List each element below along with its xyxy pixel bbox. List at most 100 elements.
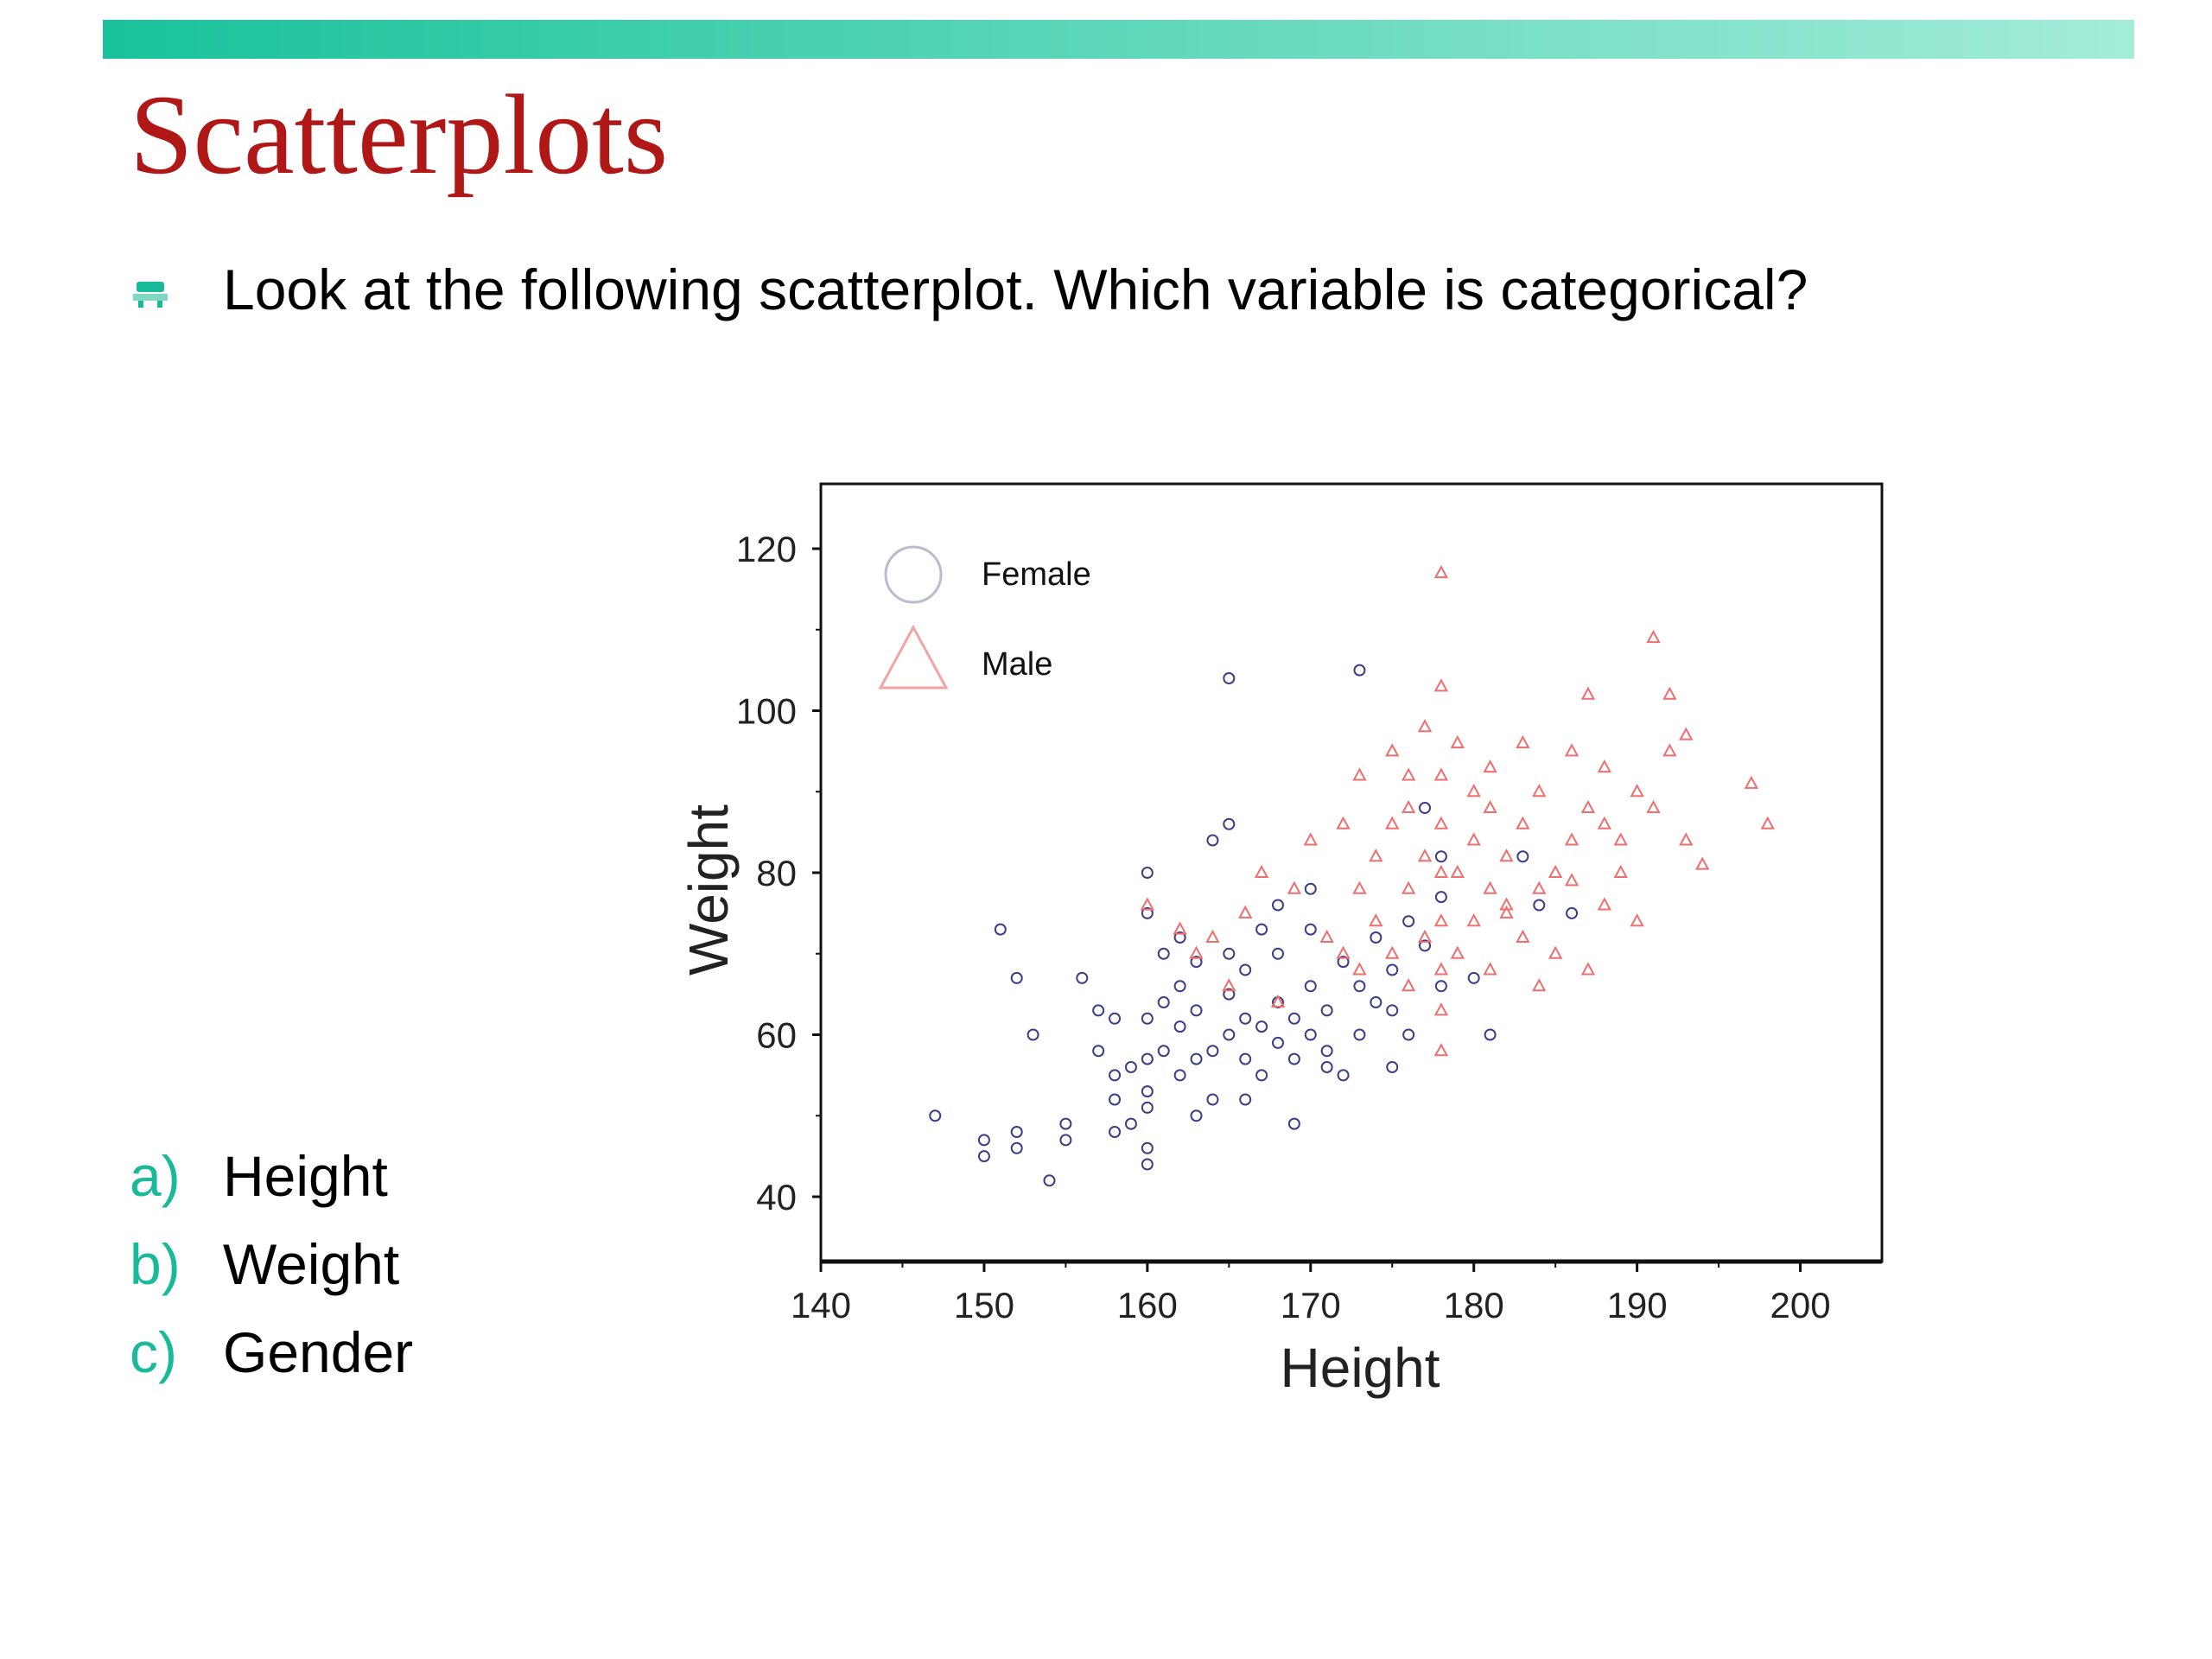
male-point (1646, 630, 1661, 644)
male-point (1630, 784, 1644, 798)
male-point (1744, 775, 1759, 789)
female-point (1076, 971, 1089, 984)
female-point (1239, 1052, 1252, 1065)
female-point (1223, 1028, 1236, 1041)
male-point (1352, 767, 1367, 781)
y-axis-title: Weight (677, 804, 740, 976)
male-point (1417, 719, 1433, 733)
option-a-letter: a) (130, 1144, 181, 1208)
female-point (1419, 939, 1432, 952)
male-point (1548, 864, 1563, 878)
female-point (1157, 1045, 1170, 1058)
female-point (1092, 1004, 1105, 1017)
male-point (1287, 880, 1302, 894)
top-accent-bar (103, 20, 2134, 59)
x-tick-label: 140 (791, 1285, 851, 1325)
female-point (1484, 1028, 1497, 1041)
female-point (1059, 1134, 1072, 1147)
female-point (1353, 664, 1366, 677)
female-point (1255, 923, 1268, 936)
option-a: a) Height (130, 1132, 648, 1220)
male-point (1580, 799, 1596, 813)
male-point (1450, 734, 1465, 748)
female-point (1304, 923, 1317, 936)
female-point (1434, 850, 1447, 863)
male-point (1369, 849, 1383, 862)
legend-male-label: Male (982, 646, 1052, 683)
male-point (1401, 880, 1416, 894)
male-point (1433, 1002, 1449, 1016)
female-point (1141, 1085, 1154, 1098)
female-point (1370, 931, 1382, 944)
female-point (1124, 1061, 1137, 1073)
female-point (1223, 988, 1236, 1001)
male-point (1695, 856, 1710, 870)
male-point (1140, 897, 1155, 911)
plot-frame (819, 482, 1884, 1263)
female-point (1109, 1126, 1122, 1138)
male-point (1597, 816, 1612, 830)
male-point (1532, 978, 1547, 992)
female-point (994, 923, 1007, 936)
female-point (1353, 980, 1366, 993)
female-point (1337, 1069, 1350, 1082)
legend-female-label: Female (982, 556, 1091, 593)
x-tick-label: 160 (1117, 1285, 1178, 1325)
female-point (1173, 931, 1186, 944)
female-point (1467, 971, 1480, 984)
female-point (1141, 906, 1154, 919)
male-point (1401, 978, 1416, 992)
female-point (977, 1134, 990, 1147)
female-point (1402, 1028, 1415, 1041)
female-point (1141, 867, 1154, 879)
male-point (1433, 913, 1449, 927)
male-point (1564, 873, 1580, 887)
female-point (1190, 1109, 1203, 1122)
female-point (1223, 672, 1236, 684)
x-tick-label: 150 (954, 1285, 1014, 1325)
female-point (1271, 947, 1284, 960)
male-point (1270, 994, 1286, 1007)
female-point (1419, 802, 1432, 814)
female-point (1043, 1174, 1056, 1187)
male-point (1173, 921, 1187, 935)
bullet-icon (133, 282, 168, 308)
female-point (1304, 980, 1317, 993)
male-point (1630, 913, 1644, 927)
male-point (1205, 929, 1220, 943)
male-point (1352, 880, 1367, 894)
male-point (1597, 760, 1612, 773)
y-tick-label: 120 (736, 529, 797, 569)
male-point (1417, 929, 1433, 943)
female-point (1370, 996, 1382, 1008)
male-point (1499, 905, 1514, 918)
x-tick-label: 180 (1444, 1285, 1504, 1325)
female-point (1173, 980, 1186, 993)
female-point (929, 1109, 942, 1122)
female-point (1386, 1061, 1399, 1073)
female-point (1271, 899, 1284, 912)
male-point (1662, 743, 1677, 757)
male-point (1662, 686, 1677, 700)
male-point (1385, 743, 1400, 757)
y-tick-label: 100 (736, 691, 797, 732)
male-point (1336, 816, 1351, 830)
option-c: c) Gender (130, 1308, 648, 1396)
female-point (1010, 1126, 1023, 1138)
female-point (1533, 899, 1546, 912)
male-point (1238, 905, 1253, 918)
female-point (1516, 850, 1529, 863)
female-point (1304, 1028, 1317, 1041)
female-point (1141, 1141, 1154, 1154)
male-point (1385, 816, 1400, 830)
x-tick-label: 200 (1770, 1285, 1830, 1325)
female-point (1386, 963, 1399, 976)
female-point (1173, 1069, 1186, 1082)
answer-options: a) Height b) Weight c) Gender (130, 1132, 648, 1396)
legend-female-marker (884, 545, 943, 604)
female-point (1223, 817, 1236, 830)
option-c-letter: c) (130, 1320, 177, 1384)
male-point (1352, 962, 1367, 976)
male-point (1597, 897, 1612, 911)
male-point (1450, 945, 1465, 959)
